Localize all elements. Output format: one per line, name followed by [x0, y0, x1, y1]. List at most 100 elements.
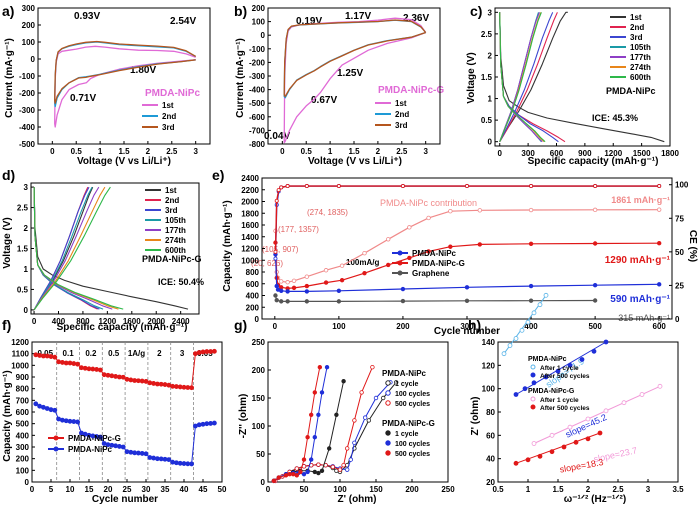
- panel-e-point-Graphene: [528, 298, 534, 303]
- panel-f-point-PMDA-NiPc: [44, 406, 50, 411]
- panel-e-point-PMDA-NiPc-G: [323, 280, 329, 285]
- panel-d-xtick-label: 2000: [147, 317, 165, 326]
- panel-e-point-PMDA-NiPc contribution: [362, 250, 367, 256]
- panel-f-point-PMDA-NiPc: [132, 450, 138, 456]
- panel-h-point-PMDA-NiPc-G-After 1 cycle: [549, 432, 555, 438]
- panel-g-ylabel: -Z'' (ohm): [238, 394, 249, 439]
- panel-g-point-PMDA-NiPc-G-500 cycles: [305, 435, 310, 440]
- panel-f-point-PMDA-NiPc-G: [63, 360, 69, 366]
- panel-g-ytick-label: 250: [252, 338, 266, 347]
- panel-f-point-PMDA-NiPc: [189, 461, 195, 467]
- panel-d-legend-label: 1st: [165, 186, 177, 195]
- panel-f-point-PMDA-NiPc-G: [166, 382, 172, 388]
- panel-e-ytick-label: 1600: [241, 221, 259, 230]
- panel-b-ytick-label: 100: [252, 18, 266, 27]
- panel-c-xtick-label: 300: [521, 149, 535, 158]
- panel-e-ce-point: [593, 184, 598, 189]
- panel-f-ytick-label: 300: [16, 443, 30, 452]
- panel-f-point-PMDA-NiPc-G: [79, 365, 84, 371]
- panel-a-ytick-label: -200: [19, 89, 36, 98]
- panel-e-end-315: 315 mAh·g⁻¹: [618, 313, 670, 323]
- panel-c-xtick-label: 1500: [633, 149, 651, 158]
- panel-f-xtick-label: 40: [180, 485, 189, 494]
- panel-a-ytick-label: 100: [22, 38, 36, 47]
- panel-f-point-PMDA-NiPc-G: [181, 384, 187, 390]
- panel-e-point-PMDA-NiPc-G: [592, 241, 598, 246]
- panel-f-point-PMDA-NiPc-G: [71, 361, 77, 366]
- panel-e-ytick-label: 1400: [241, 233, 259, 242]
- panel-e-point-PMDA-NiPc-G: [407, 255, 412, 261]
- panel-e-ce-point: [273, 249, 278, 254]
- panel-h-xtick-label: 2: [586, 485, 591, 494]
- panel-e-end-1290: 1290 mAh·g⁻¹: [605, 255, 671, 266]
- panel-e-point-PMDA-NiPc contribution: [323, 268, 329, 273]
- panel-d-legend-label: 274th: [165, 236, 186, 245]
- panel-e-point-Graphene: [464, 298, 470, 303]
- panel-e-legend-label: PMDA-NiPc: [412, 249, 457, 258]
- panel-e-point-PMDA-NiPc: [336, 288, 342, 293]
- panel-e-legend-label: Graphene: [412, 269, 450, 278]
- panel-e-ce-point: [529, 184, 534, 189]
- panel-g-point-PMDA-NiPc-G-100 cycles: [305, 469, 310, 475]
- panel-e-y2tick-label: 50: [675, 248, 684, 257]
- panel-f-point-PMDA-NiPc-G: [173, 384, 179, 389]
- panel-g-ytick-label: 150: [252, 394, 266, 403]
- panel-g-point-PMDA-NiPc-100 cycles: [352, 440, 357, 445]
- panel-h-legend-label: After 1 cycle: [540, 397, 579, 404]
- panel-f-point-PMDA-NiPc: [60, 417, 65, 423]
- panel-f-rate-label: 0.2: [85, 349, 97, 358]
- panel-f-xtick-label: 45: [199, 485, 208, 494]
- panel-f-point-PMDA-NiPc: [173, 460, 179, 466]
- panel-e-contribution-label: PMDA-NiPc contribution: [380, 198, 477, 208]
- panel-h-point-PMDA-NiPc-After 500 cycles: [522, 386, 528, 392]
- panel-e-annot-177: (177, 1357): [278, 225, 319, 234]
- panel-g-point-PMDA-NiPc-1 cycle: [334, 468, 339, 473]
- panel-f-point-PMDA-NiPc: [67, 418, 73, 424]
- panel-h-ytick-label: 120: [482, 361, 496, 370]
- panel-d-legend-label: 2nd: [165, 196, 179, 205]
- panel-b-legend-label: 3rd: [395, 121, 408, 130]
- panel-e-point-PMDA-NiPc: [400, 286, 406, 292]
- panel-e-ytick-label: 1000: [241, 256, 259, 265]
- panel-e-y2tick-label: 25: [675, 281, 684, 290]
- panel-e-point-PMDA-NiPc contribution: [291, 278, 297, 284]
- panel-g-point-PMDA-NiPc-G-500 cycles: [294, 473, 299, 478]
- panel-f-point-PMDA-NiPc: [117, 444, 122, 449]
- panel-g-point-PMDA-NiPc-G-500 cycles: [317, 365, 323, 370]
- panel-f-point-PMDA-NiPc: [147, 455, 153, 460]
- panel-g-xtick-label: 50: [300, 485, 309, 494]
- panel-e-point-PMDA-NiPc contribution: [407, 225, 412, 230]
- panel-f-point-PMDA-NiPc-G: [60, 360, 65, 365]
- panel-f-xtick-label: 10: [66, 485, 75, 494]
- panel-c-series-177th-c: [499, 12, 541, 142]
- panel-f-point-PMDA-NiPc-G: [128, 377, 134, 383]
- panel-c-legend-label: 105th: [630, 43, 651, 52]
- panel-f-xtick-label: 50: [218, 485, 227, 494]
- panel-e-point-PMDA-NiPc: [279, 288, 284, 293]
- panel-e-point-PMDA-NiPc: [528, 283, 534, 289]
- panel-g-point-PMDA-NiPc-500 cycles: [294, 466, 299, 471]
- panel-f-point-PMDA-NiPc-G: [162, 382, 168, 387]
- panel-f-ytick-label: 600: [16, 408, 30, 417]
- panel-e-point-PMDA-NiPc contribution: [304, 274, 310, 279]
- panel-b-series-1st: [283, 17, 427, 144]
- panel-g-group1: PMDA-NiPc: [382, 369, 427, 378]
- panel-e-legend-label: PMDA-NiPc-G: [412, 259, 465, 268]
- panel-b-legend-label: 2nd: [395, 110, 409, 119]
- panel-e-ylabel: Capacity (mAh·g⁻¹): [222, 200, 233, 291]
- panel-f-point-PMDA-NiPc-G: [75, 361, 80, 367]
- panel-f-point-PMDA-NiPc: [124, 449, 130, 455]
- panel-g-xtick-label: 100: [333, 485, 347, 494]
- panel-g-xtick-label: 250: [441, 485, 455, 494]
- panel-h-point-PMDA-NiPc-G-After 1 cycle: [531, 441, 537, 446]
- panel-h-point-PMDA-NiPc-After 1 cycle: [537, 302, 543, 308]
- panel-f-ytick-label: 100: [16, 466, 30, 475]
- panel-b-xtick-label: 2: [376, 147, 381, 156]
- panel-h-point-PMDA-NiPc-After 500 cycles: [567, 362, 573, 368]
- panel-g-xtick-label: 0: [266, 485, 271, 494]
- panel-f-point-PMDA-NiPc: [52, 407, 58, 413]
- panel-e-point-Graphene: [279, 299, 284, 304]
- panel-e-point-PMDA-NiPc-G: [656, 241, 662, 246]
- panel-f-ytick-label: 800: [16, 385, 30, 394]
